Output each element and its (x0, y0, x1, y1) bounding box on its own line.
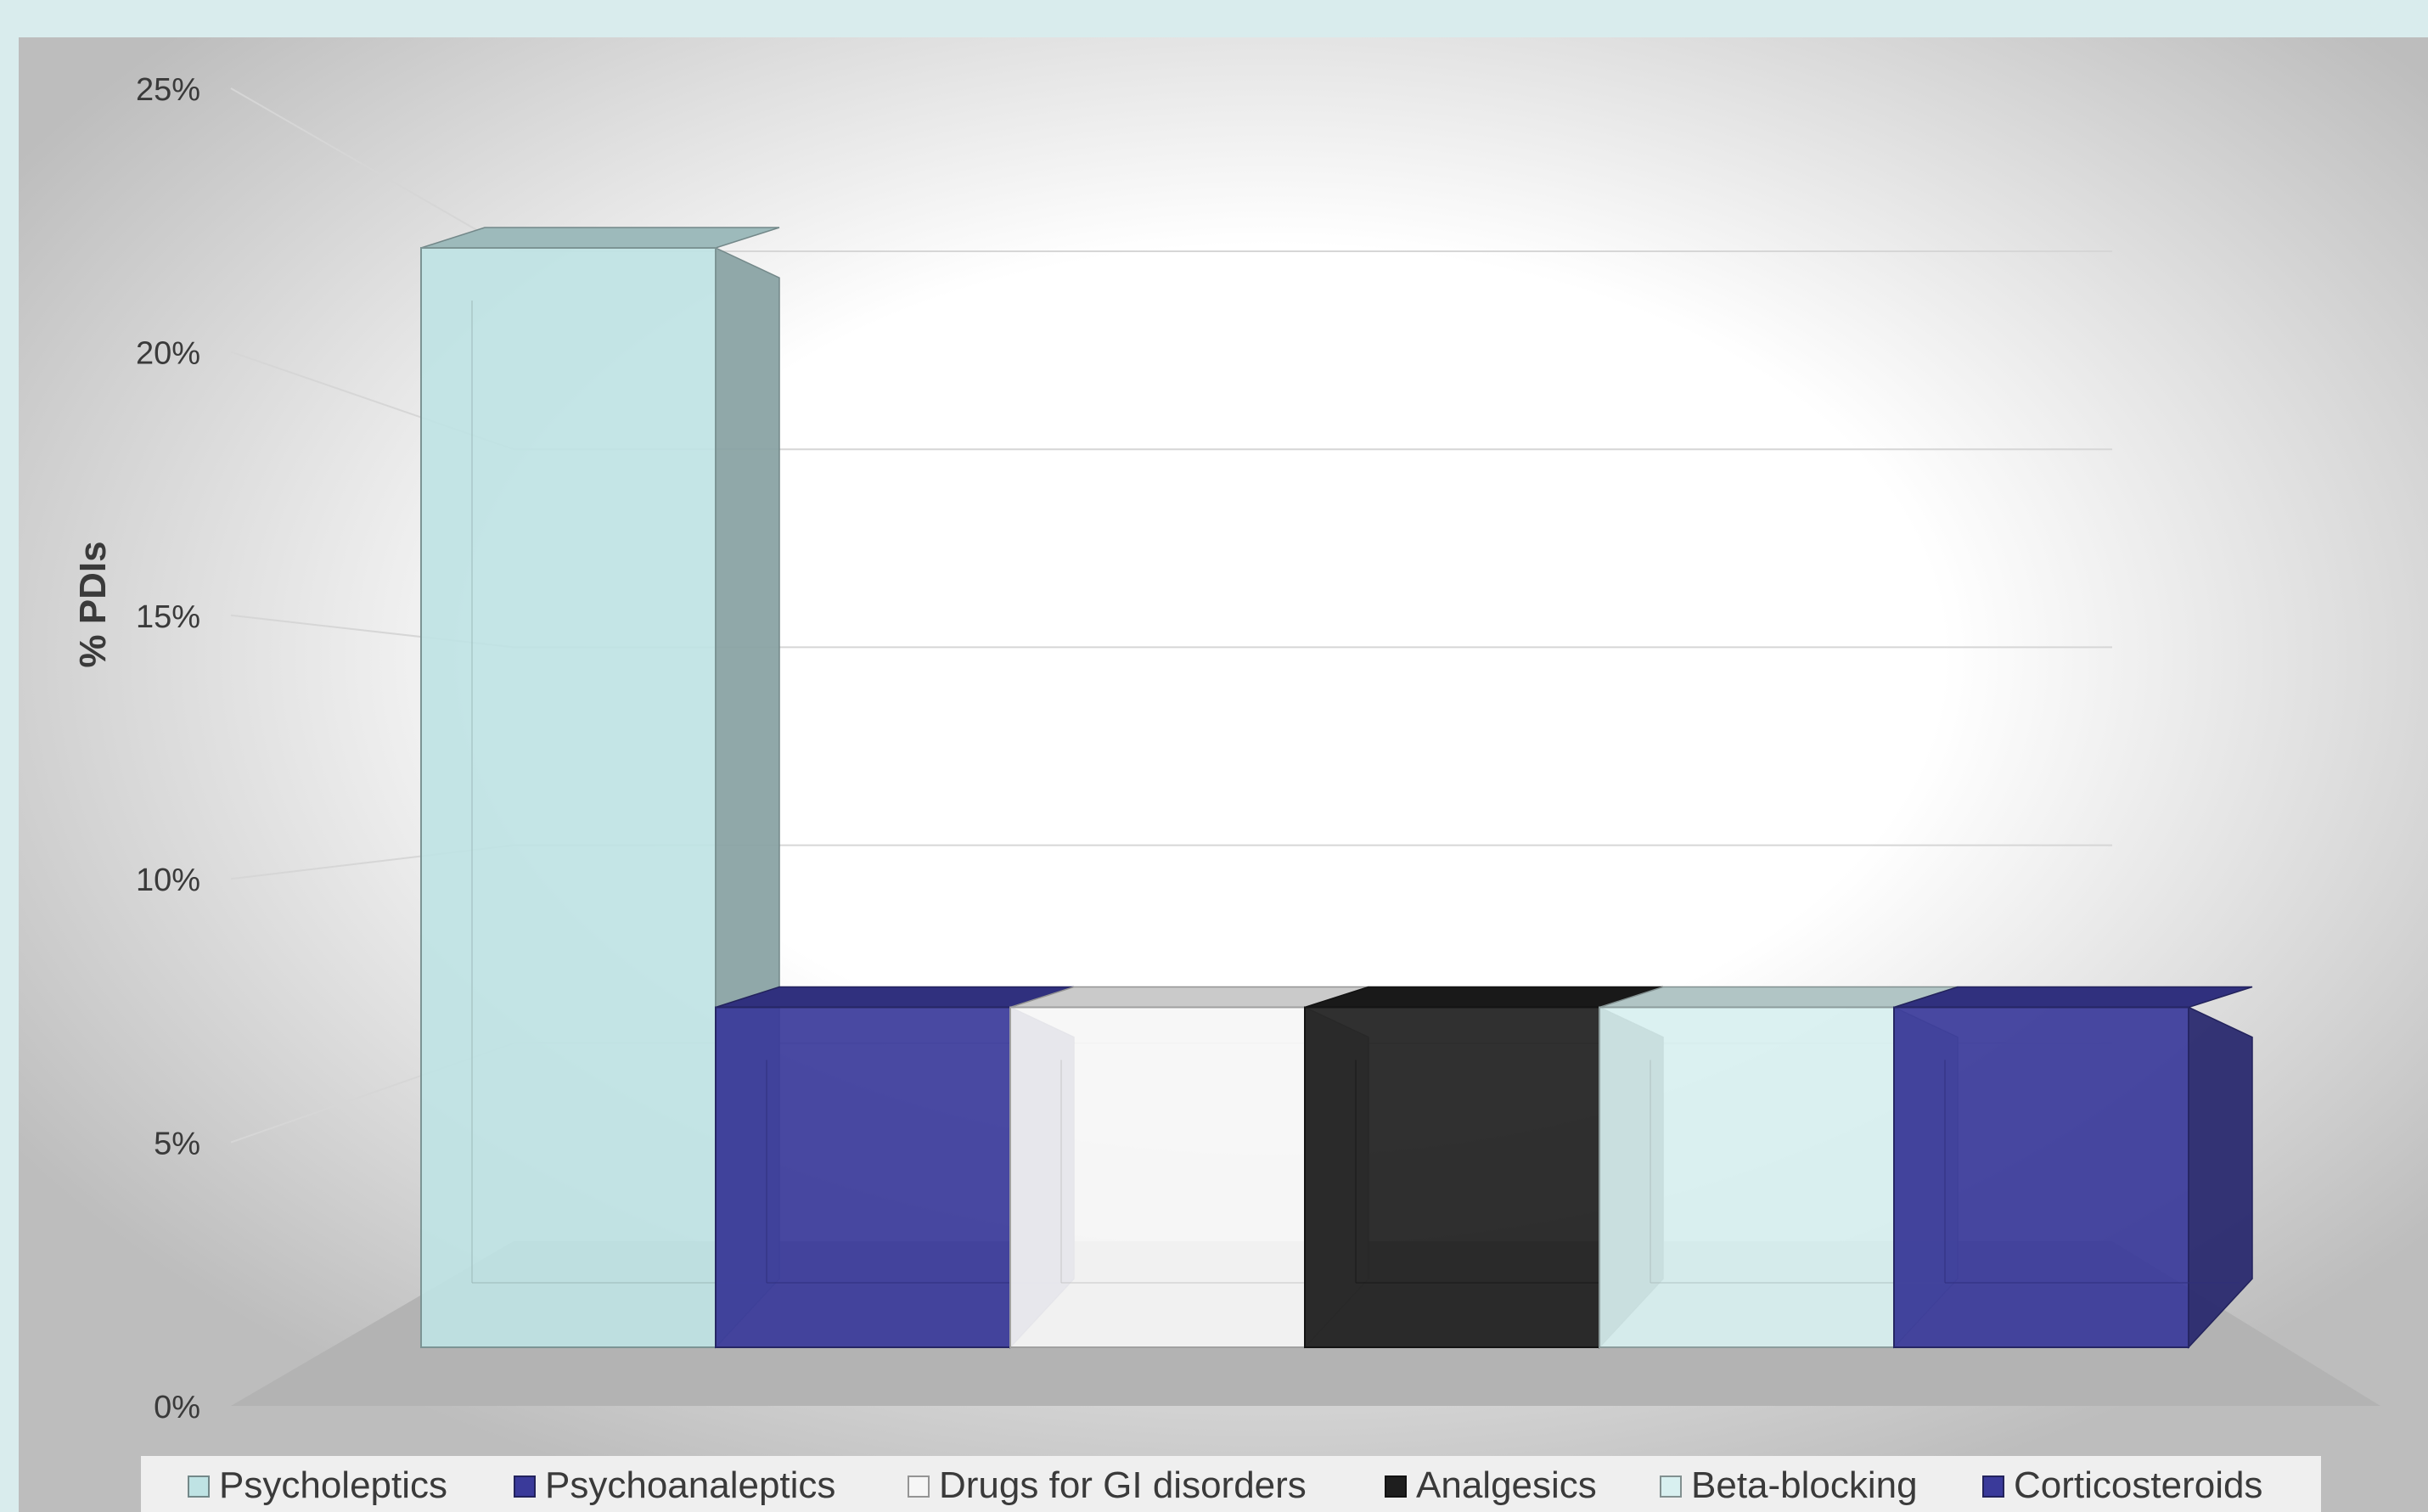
legend-swatch (1660, 1475, 1682, 1498)
y-tick-label: 25% (136, 72, 200, 108)
legend-items: Psycholeptics Psychoanaleptics Drugs for G… (188, 1464, 2262, 1506)
legend-label: Beta-blocking (1691, 1464, 1918, 1506)
legend-label: Drugs for GI disorders (939, 1464, 1307, 1506)
legend-swatch (908, 1475, 930, 1498)
gridline-side (230, 87, 514, 252)
legend-swatch (188, 1475, 210, 1498)
bar-front (1009, 1006, 1306, 1348)
bar-corticosteroids (1893, 986, 2253, 1349)
legend-swatch (514, 1475, 536, 1498)
bar-top (420, 227, 780, 249)
legend-label: Psychoanaleptics (545, 1464, 835, 1506)
legend (141, 1456, 2321, 1512)
legend-label: Analgesics (1416, 1464, 1597, 1506)
bar-front (1599, 1006, 1895, 1348)
bar-front (715, 1006, 1011, 1348)
legend-swatch (1385, 1475, 1407, 1498)
legend-label: Corticosteroids (2014, 1464, 2262, 1506)
legend-swatch (1982, 1475, 2004, 1498)
y-tick-label: 15% (136, 599, 200, 635)
y-tick-label: 0% (154, 1390, 200, 1425)
y-tick-label: 10% (136, 863, 200, 898)
bar-top (1893, 986, 2253, 1009)
bar-front (1893, 1006, 2189, 1348)
legend-label: Psycholeptics (219, 1464, 447, 1506)
y-tick-label: 20% (136, 335, 200, 371)
y-axis-label: % PDIs (72, 541, 114, 667)
bar-front (1304, 1006, 1600, 1348)
bar-front (420, 247, 717, 1348)
y-tick-label: 5% (154, 1127, 200, 1162)
